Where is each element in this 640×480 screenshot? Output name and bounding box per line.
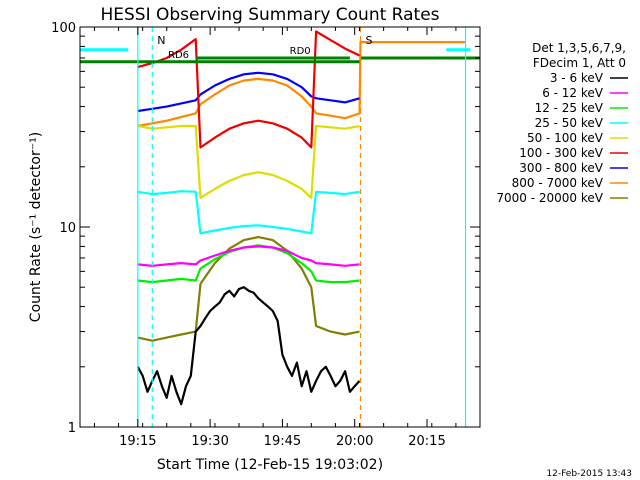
legend-label-25-50-kev: 25 - 50 keV — [535, 116, 604, 130]
legend-label-12-25-kev: 12 - 25 keV — [535, 101, 604, 115]
footer-timestamp: 12-Feb-2015 13:43 — [546, 469, 632, 479]
legend-label-3-6-kev: 3 - 6 keV — [550, 71, 604, 85]
series-line-300-800-kev — [137, 71, 360, 113]
x-axis-label: Start Time (12-Feb-15 19:03:02) — [157, 457, 383, 473]
series-line-7000-20000-kev — [137, 236, 360, 342]
x-tick-label: 19:30 — [191, 434, 228, 449]
legend-header-line: Det 1,3,5,6,7,9, — [532, 41, 626, 55]
y-tick-label: 10 — [59, 221, 76, 236]
flag-label-rd6: RD6 — [168, 50, 189, 61]
legend-label-300-800-kev: 300 - 800 keV — [519, 161, 603, 175]
series-line-3-6-kev — [136, 286, 361, 406]
legend-label-50-100-kev: 50 - 100 keV — [527, 131, 604, 145]
tick-layer: 19:15 19:30 19:45 20:00 20:15 1 10 100 — [51, 21, 481, 449]
x-tick-label: 19:45 — [264, 434, 301, 449]
x-tick-label: 20:15 — [408, 434, 445, 449]
flag-layer: RD6 RD0 — [80, 46, 480, 64]
legend-header-line: FDecim 1, Att 0 — [533, 56, 626, 70]
marker-label-s: S — [365, 34, 372, 47]
y-tick-label: 100 — [51, 21, 76, 36]
series-line-50-100-kev — [137, 124, 360, 199]
series-line-6-12-kev — [137, 245, 360, 267]
chart-title: HESSI Observing Summary Count Rates — [100, 5, 439, 25]
legend: Det 1,3,5,6,7,9,FDecim 1, Att 03 - 6 keV… — [496, 41, 628, 205]
series-layer — [136, 30, 466, 406]
y-tick-label: 1 — [68, 421, 76, 436]
legend-label-800-7000-kev: 800 - 7000 keV — [512, 176, 604, 190]
y-axis-label: Count Rate (s⁻¹ detector⁻¹) — [28, 132, 44, 322]
legend-label-7000-20000-kev: 7000 - 20000 keV — [496, 191, 603, 205]
series-line-100-300-kev — [137, 30, 360, 149]
series-line-800-7000-kev — [137, 40, 466, 128]
series-line-25-50-kev — [137, 190, 360, 235]
legend-label-100-300-kev: 100 - 300 keV — [519, 146, 603, 160]
x-tick-label: 19:15 — [119, 434, 156, 449]
flag-label-rd0: RD0 — [290, 46, 311, 57]
marker-label-n: N — [157, 34, 165, 47]
legend-label-6-12-kev: 6 - 12 keV — [542, 86, 604, 100]
x-tick-label: 20:00 — [336, 434, 373, 449]
